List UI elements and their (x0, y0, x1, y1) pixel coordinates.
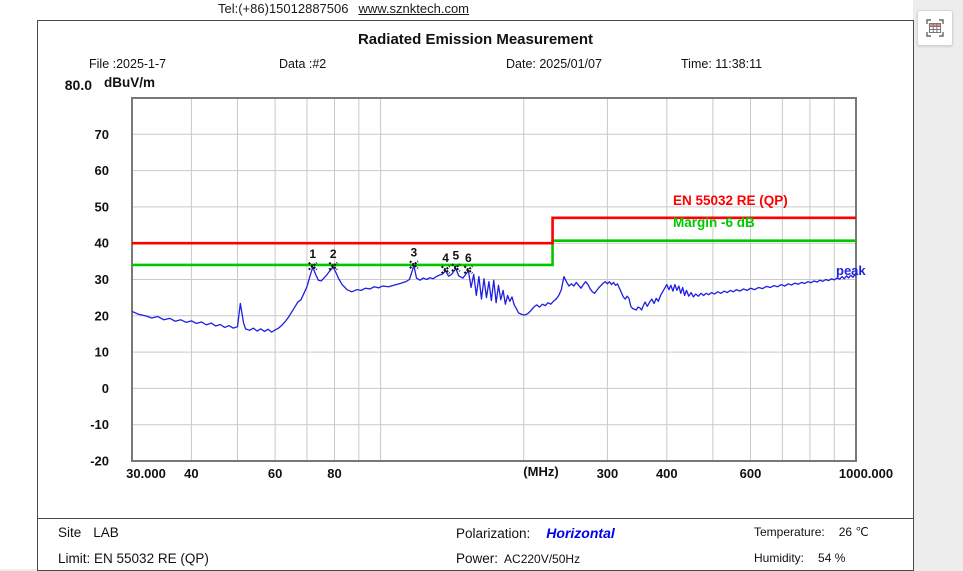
peak-trace (131, 265, 857, 333)
humidity-field: Humidity: 54 % (754, 551, 845, 565)
power-value: AC220V/50Hz (504, 552, 581, 566)
marker-x-icon (409, 260, 419, 269)
y-tick-label: 30 (95, 272, 109, 287)
website-link[interactable]: www.sznktech.com (358, 1, 470, 16)
x-tick-label: 600 (740, 466, 762, 481)
tel-number: Tel:(+86)15012887506 (218, 1, 349, 16)
page-title: Radiated Emission Measurement (357, 31, 594, 48)
humidity-label: Humidity: (754, 551, 805, 565)
limit-field: Limit: EN 55032 RE (QP) (58, 551, 209, 566)
temperature-label: Temperature: (754, 525, 825, 539)
x-tick-label: 30.000 (126, 466, 166, 481)
x-tick-label: 60 (268, 466, 282, 481)
marker-x-icon (440, 265, 451, 275)
y-tick-label: -10 (90, 417, 109, 432)
marker-x-icon (308, 261, 318, 271)
trace-peak-label: peak (836, 263, 866, 278)
marker-x-icon (463, 265, 474, 275)
limit-label: Limit: (58, 551, 91, 566)
marker-x-icon (308, 261, 318, 271)
table-capture-button[interactable] (917, 10, 953, 46)
x-axis-unit-label: (MHz) (523, 464, 559, 479)
y-axis-max-label: 80.0 (64, 77, 92, 93)
y-tick-label: 50 (95, 199, 109, 214)
x-tick-label: 300 (597, 466, 619, 481)
marker-number: 3 (411, 246, 418, 260)
y-tick-label: 10 (95, 345, 109, 360)
limit-value: EN 55032 RE (QP) (94, 551, 209, 566)
emission-chart: 1 2 3 4 5 630.000 40 60 80 300 400 600 1000.00070605… (90, 97, 893, 481)
y-tick-label: 0 (102, 381, 109, 396)
date-field: Date: 2025/01/07 (506, 57, 602, 71)
y-tick-label: 70 (95, 127, 109, 142)
file-field: File :2025-1-7 (89, 57, 167, 71)
marker-x-icon (451, 263, 461, 272)
y-tick-label: 60 (95, 163, 109, 178)
y-tick-label: 40 (95, 236, 109, 251)
plot-frame (131, 97, 857, 462)
temperature-value: 26 ℃ (838, 525, 869, 539)
marker-x-icon (463, 265, 474, 275)
marker-number: 2 (330, 247, 337, 261)
margin-line (132, 239, 856, 267)
x-tick-label: 40 (184, 466, 198, 481)
marker-x-icon (328, 261, 338, 271)
marker-x-icon (451, 263, 461, 272)
report-page: Tel:(+86)15012887506 www.sznktech.com Rad… (0, 0, 914, 571)
power-field: Power: AC220V/50Hz (456, 551, 580, 566)
report-frame: Radiated Emission Measurement File :2025… (37, 20, 914, 571)
margin-line-label: Margin -6 dB (673, 215, 755, 230)
marker-x-icon (440, 265, 451, 275)
limit-line-label: EN 55032 RE (QP) (673, 193, 788, 208)
marker-number: 4 (442, 251, 449, 265)
table-capture-icon (926, 19, 944, 37)
marker-x-icon (409, 260, 419, 269)
contact-line: Tel:(+86)15012887506 www.sznktech.com (218, 1, 469, 16)
humidity-value: 54 % (818, 551, 846, 565)
x-tick-label: 400 (656, 466, 678, 481)
polarization-field: Polarization: Horizontal (456, 525, 615, 541)
temperature-field: Temperature: 26 ℃ (754, 525, 869, 539)
polarization-value: Horizontal (546, 525, 615, 541)
y-tick-label: 20 (95, 308, 109, 323)
y-axis-unit-label: dBuV/m (104, 75, 156, 90)
power-label: Power: (456, 551, 499, 566)
marker-number: 5 (453, 249, 460, 263)
limit-line (132, 216, 856, 245)
x-tick-label: 80 (327, 466, 341, 481)
x-tick-label: 1000.000 (839, 466, 893, 481)
y-tick-label: -20 (90, 454, 109, 469)
polarization-label: Polarization: (456, 526, 531, 541)
time-field: Time: 11:38:11 (681, 57, 763, 71)
site-value: LAB (93, 525, 119, 540)
marker-x-icon (328, 261, 338, 271)
marker-number: 1 (309, 247, 316, 261)
site-label: Site (58, 525, 82, 540)
site-field: Site LAB (58, 525, 119, 540)
data-field: Data :#2 (279, 57, 327, 71)
marker-number: 6 (465, 251, 472, 265)
footer-divider (38, 518, 913, 519)
